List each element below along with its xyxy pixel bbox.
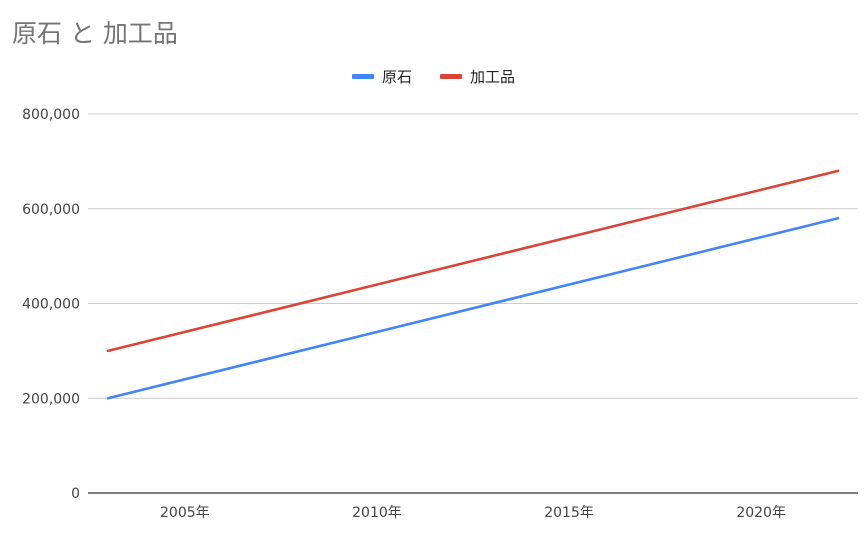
legend-swatch-processed xyxy=(440,74,462,79)
x-tick-label: 2005年 xyxy=(160,505,210,521)
legend-swatch-ore xyxy=(351,74,374,79)
x-tick-label: 2010年 xyxy=(352,505,402,521)
y-tick-label: 400,000 xyxy=(22,297,80,313)
y-tick-label: 800,000 xyxy=(22,107,80,123)
y-tick-label: 600,000 xyxy=(22,202,80,218)
series-line-processed[interactable] xyxy=(106,169,840,353)
x-tick-labels: 2005年 2010年 2015年 2020年 xyxy=(160,505,786,521)
series-line-ore[interactable] xyxy=(106,216,840,400)
gridlines xyxy=(88,113,858,494)
chart-title: 原石 と 加工品 xyxy=(12,19,178,48)
y-tick-label: 0 xyxy=(71,486,80,502)
legend-label-ore: 原石 xyxy=(381,68,412,86)
x-tick-label: 2015年 xyxy=(544,505,594,521)
legend-item-ore[interactable]: 原石 xyxy=(351,66,412,87)
series-lines xyxy=(106,169,840,400)
legend-label-processed: 加工品 xyxy=(470,68,516,86)
legend: 原石 加工品 xyxy=(0,66,867,87)
y-tick-label: 200,000 xyxy=(22,391,80,407)
x-tick-label: 2020年 xyxy=(736,505,786,521)
y-tick-labels: 0 200,000 400,000 600,000 800,000 xyxy=(22,107,80,502)
legend-item-processed[interactable]: 加工品 xyxy=(440,66,515,87)
